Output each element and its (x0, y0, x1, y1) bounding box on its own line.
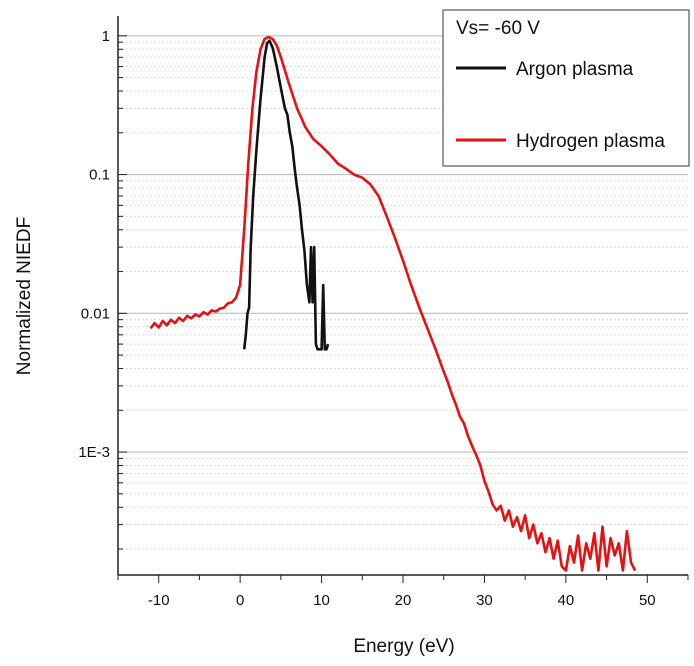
x-tick-label: 10 (313, 592, 330, 609)
series-line-argon (242, 39, 330, 351)
x-axis-label: Energy (eV) (353, 636, 454, 657)
y-tick-label: 1 (102, 28, 110, 45)
x-tick-label: -10 (148, 592, 170, 609)
legend-label-argon: Argon plasma (516, 59, 634, 80)
y-tick-label: 0.01 (81, 305, 110, 322)
x-tick-label: 20 (395, 592, 412, 609)
legend: Vs= -60 V Argon plasma Hydrogen plasma (442, 9, 690, 167)
y-tick-label: 0.1 (89, 167, 110, 184)
legend-title: Vs= -60 V (456, 18, 540, 39)
series-line-hydrogen (149, 35, 637, 572)
grid-layer (118, 35, 688, 550)
y-tick-label: 1E-3 (78, 444, 110, 461)
series-layer (149, 35, 637, 572)
y-axis-label: Normalized NIEDF (14, 217, 35, 375)
x-tick-label: 0 (236, 592, 244, 609)
legend-label-hydrogen: Hydrogen plasma (516, 131, 665, 152)
x-tick-label: 30 (476, 592, 493, 609)
x-tick-label: 40 (558, 592, 575, 609)
x-tick-label: 50 (639, 592, 656, 609)
axis-layer: 1E-3 0.01 0.1 1 -10 0 10 20 30 40 50 (78, 16, 689, 609)
